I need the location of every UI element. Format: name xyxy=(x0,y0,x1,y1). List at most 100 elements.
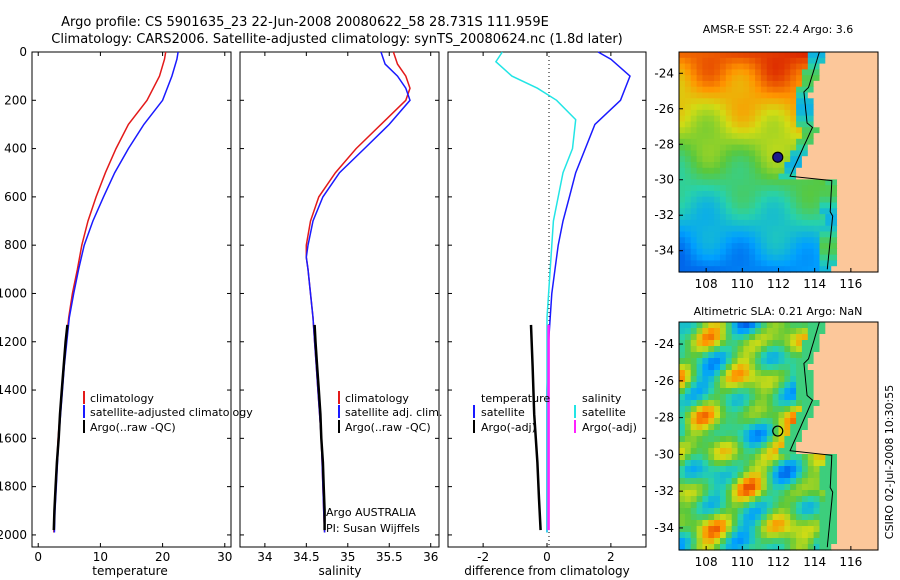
map-cell xyxy=(772,185,780,192)
map-cell xyxy=(854,484,862,491)
map-cell xyxy=(801,173,809,180)
map-cell xyxy=(679,202,686,209)
map-cell xyxy=(749,156,756,163)
map-cell xyxy=(766,382,774,389)
map-cell xyxy=(714,454,721,461)
map-cell xyxy=(731,63,739,70)
map-cell xyxy=(755,340,762,347)
map-cell xyxy=(784,442,791,449)
map-cell xyxy=(866,502,873,509)
map-cell xyxy=(690,466,698,473)
map-cell xyxy=(743,179,750,186)
map-cell xyxy=(837,334,844,341)
map-cell xyxy=(866,358,873,365)
map-cell xyxy=(702,520,709,527)
map-cell xyxy=(801,260,809,267)
map-cell xyxy=(714,237,721,244)
map-cell xyxy=(778,127,785,134)
map-cell xyxy=(813,514,821,521)
map-cell xyxy=(819,508,826,515)
map-cell xyxy=(790,364,797,371)
map-cell xyxy=(866,532,873,539)
map-cell xyxy=(684,150,692,157)
map-cell xyxy=(848,430,856,437)
map-cell xyxy=(796,179,803,186)
map-cell xyxy=(725,266,733,273)
map-cell xyxy=(766,248,774,256)
map-cell xyxy=(813,167,821,175)
map-cell xyxy=(790,80,797,88)
map-cell xyxy=(737,237,744,244)
map-cell xyxy=(796,322,803,329)
map-cell xyxy=(842,454,850,461)
map-cell xyxy=(790,346,797,353)
map-cell xyxy=(796,202,803,209)
map-cell xyxy=(720,75,727,82)
map-cell xyxy=(854,121,862,128)
map-cell xyxy=(848,69,856,76)
map-cell xyxy=(801,394,809,401)
map-cell xyxy=(831,266,838,273)
map-cell xyxy=(778,63,785,70)
map-cell xyxy=(690,334,698,341)
map-cell xyxy=(702,52,709,59)
map-cell xyxy=(708,162,715,169)
map-cell xyxy=(679,490,686,497)
map-cell xyxy=(784,115,791,123)
map-cell xyxy=(708,243,715,250)
map-cell xyxy=(696,442,704,449)
map-cell xyxy=(720,109,727,117)
map-cell xyxy=(825,196,832,204)
map-cell xyxy=(831,196,838,204)
map-cell xyxy=(866,57,873,65)
map-cell xyxy=(813,190,821,198)
map-cell xyxy=(708,80,715,88)
map-cell xyxy=(831,109,838,117)
map-cell xyxy=(708,328,715,335)
map-cell xyxy=(796,382,803,389)
map-cell xyxy=(819,52,826,59)
map-cell xyxy=(696,254,704,261)
map-cell xyxy=(837,526,844,533)
map-cell xyxy=(848,121,856,128)
map-cell xyxy=(731,454,739,461)
map-cell xyxy=(842,418,850,425)
map-cell xyxy=(749,526,756,533)
map-cell xyxy=(837,133,844,140)
map-cell xyxy=(872,190,879,198)
map-cell xyxy=(854,63,862,70)
map-cell xyxy=(813,526,821,533)
map-cell xyxy=(842,430,850,437)
x-tick-label: 34 xyxy=(257,550,272,564)
map-cell xyxy=(708,394,715,401)
map-cell xyxy=(760,430,768,437)
map-cell xyxy=(702,219,709,227)
map-cell xyxy=(731,144,739,151)
map-cell xyxy=(825,173,832,180)
map-cell xyxy=(708,237,715,244)
map-cell xyxy=(837,57,844,65)
map-cell xyxy=(796,225,803,233)
map-cell xyxy=(743,75,750,82)
map-cell xyxy=(807,334,815,341)
map-cell xyxy=(796,352,803,359)
map-cell xyxy=(737,248,744,256)
map-cell xyxy=(837,260,844,267)
map-cell xyxy=(807,436,815,443)
map-cell xyxy=(854,190,862,198)
map-cell xyxy=(679,424,686,431)
map-cell xyxy=(690,260,698,267)
map-cell xyxy=(801,109,809,117)
map-cell xyxy=(755,231,762,238)
map-cell xyxy=(696,412,704,419)
map-cell xyxy=(760,237,768,244)
map-cell xyxy=(708,190,715,198)
map-cell xyxy=(837,532,844,539)
map-cell xyxy=(743,364,750,371)
map-cell xyxy=(790,406,797,413)
legend-label-climatology: climatology xyxy=(345,392,409,405)
map-cell xyxy=(760,214,768,221)
map-cell xyxy=(790,520,797,527)
map-cell xyxy=(749,75,756,82)
map-cell xyxy=(784,454,791,461)
